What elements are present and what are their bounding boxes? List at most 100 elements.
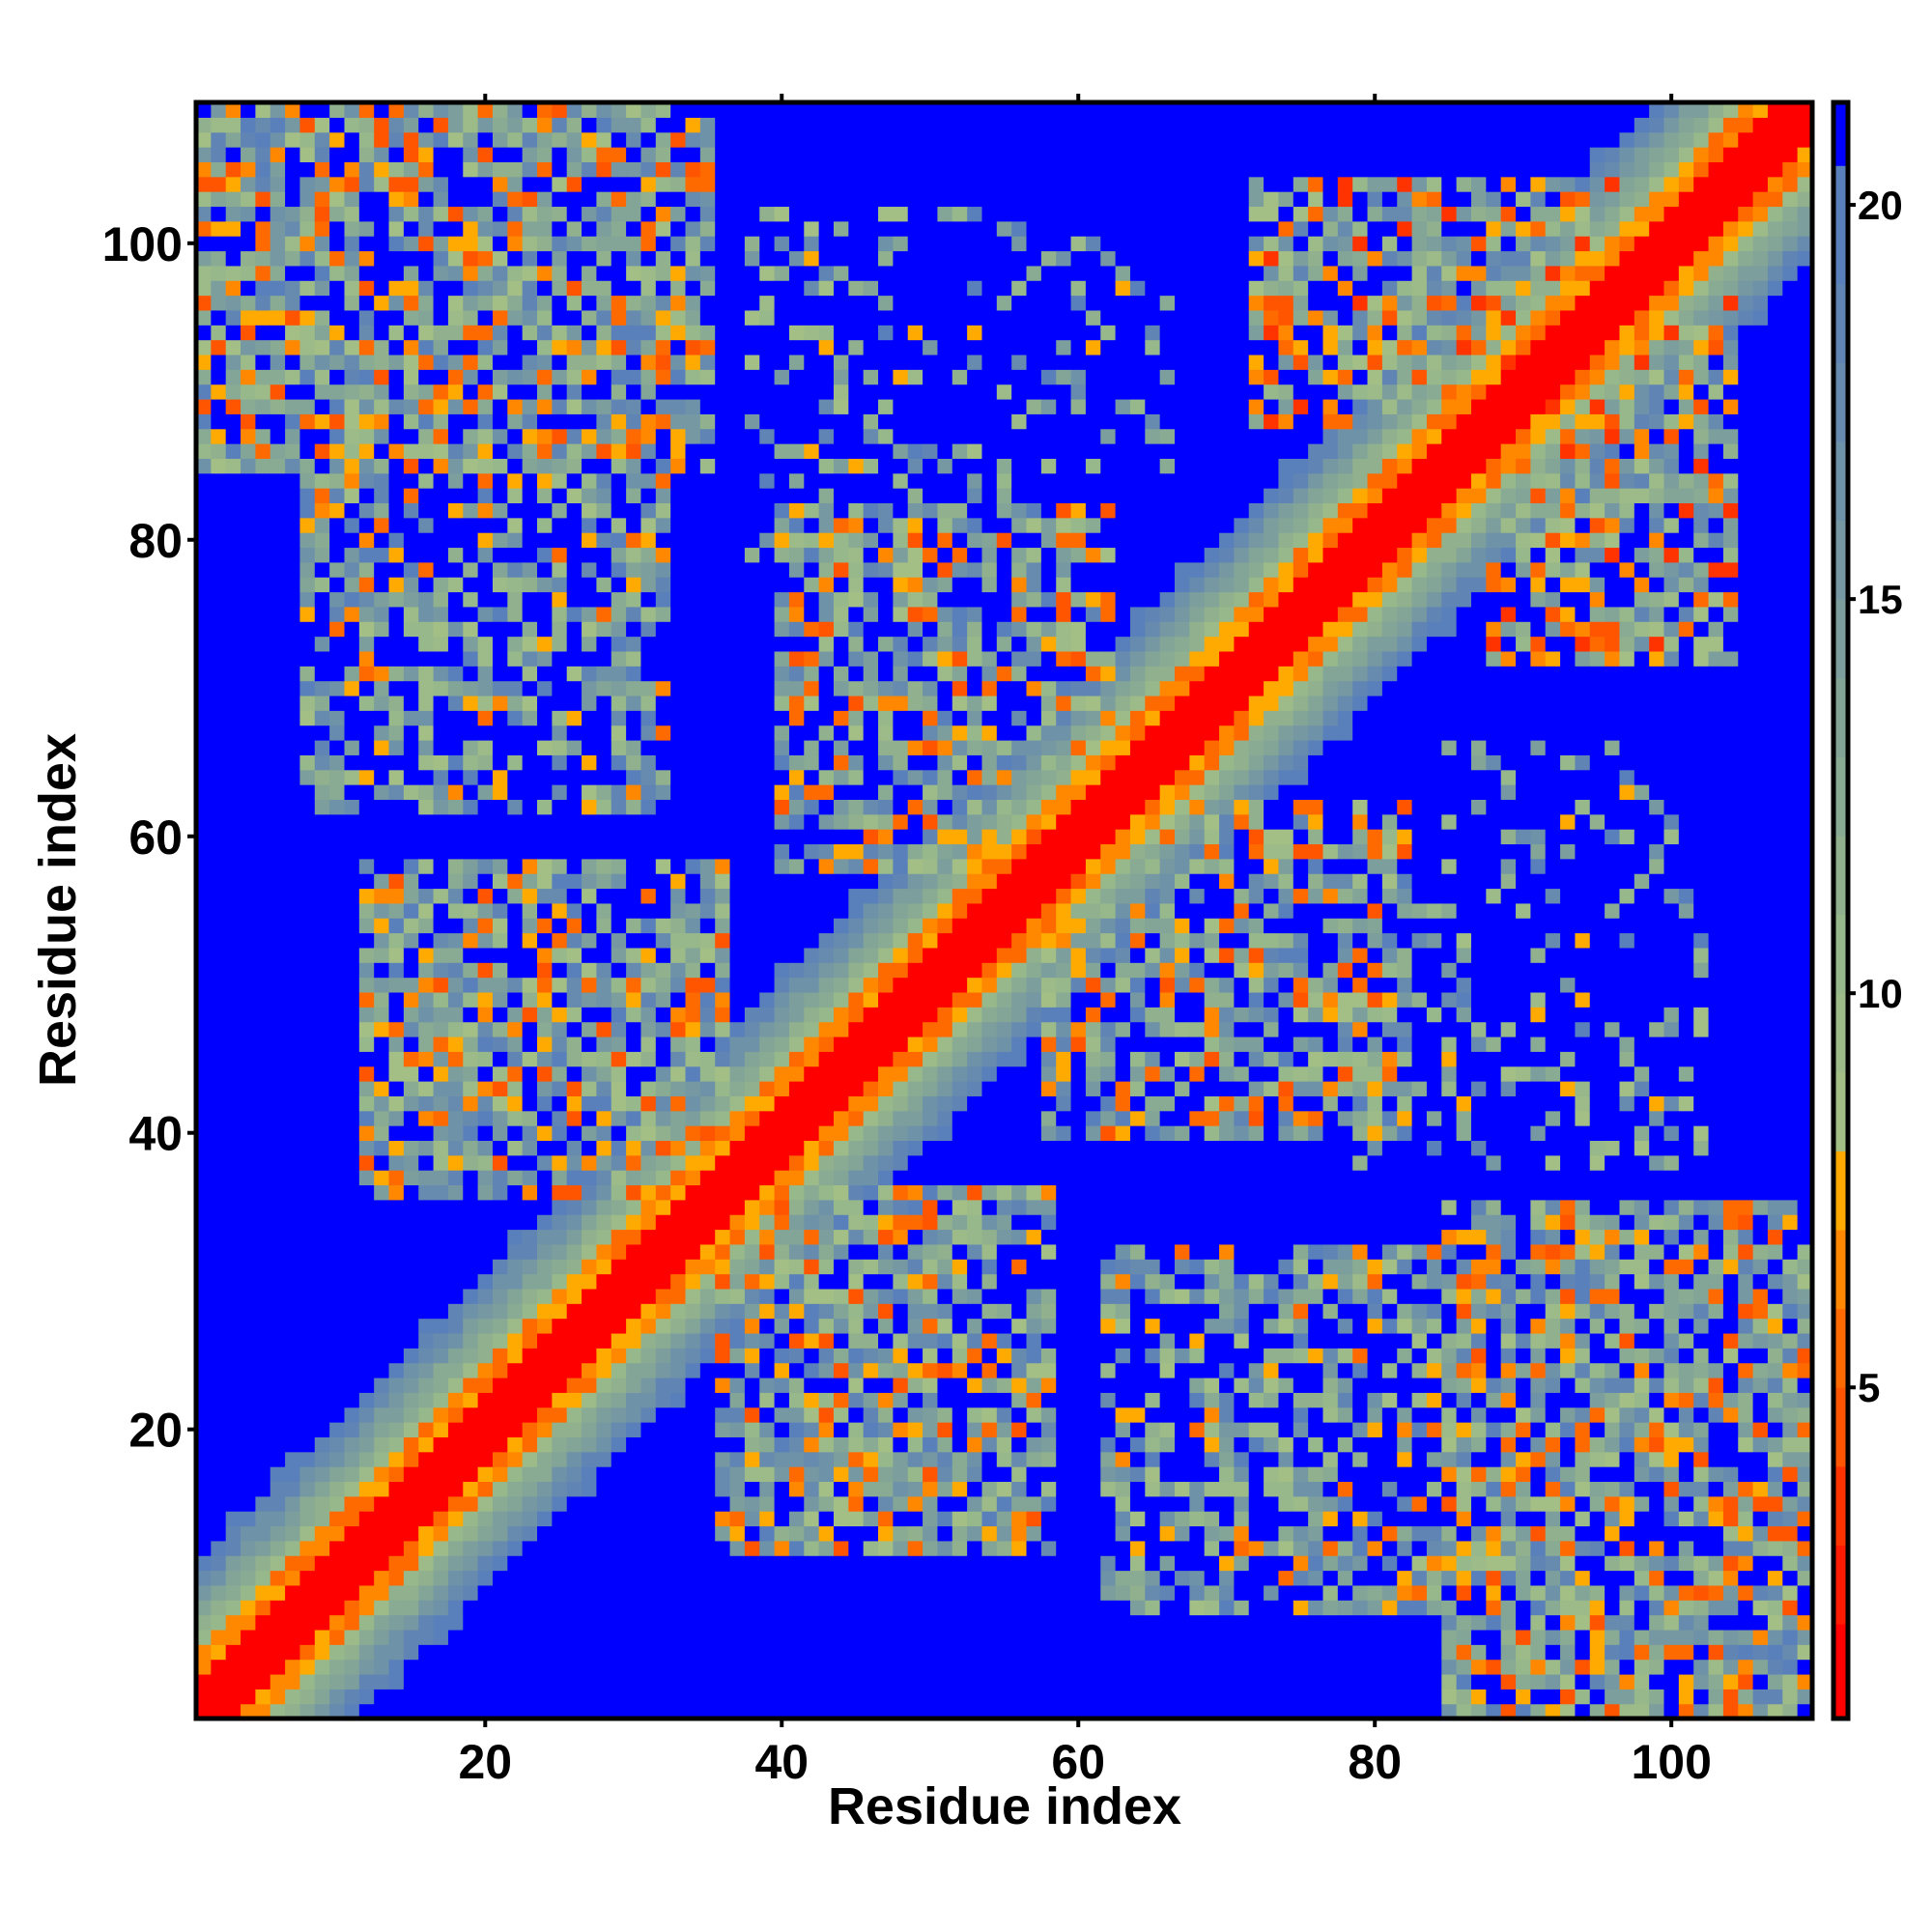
heatmap-cell [447, 1466, 464, 1483]
heatmap-cell [699, 1451, 716, 1467]
heatmap-cell [788, 1288, 805, 1304]
heatmap-cell [374, 1273, 390, 1290]
heatmap-cell [374, 1170, 390, 1186]
heatmap-cell [566, 1348, 582, 1364]
heatmap-cell [788, 309, 805, 326]
heatmap-cell [225, 547, 242, 563]
heatmap-cell [299, 1051, 316, 1067]
heatmap-cell [715, 621, 731, 638]
heatmap-cell [225, 991, 242, 1008]
heatmap-cell [329, 977, 346, 993]
heatmap-cell [270, 769, 286, 785]
heatmap-cell [848, 443, 865, 459]
heatmap-cell [552, 902, 568, 919]
heatmap-cell [358, 591, 375, 608]
heatmap-cell [685, 458, 701, 474]
heatmap-cell [285, 873, 301, 890]
heatmap-cell [863, 769, 879, 785]
heatmap-cell [329, 1689, 346, 1705]
heatmap-cell [699, 918, 716, 934]
heatmap-cell [255, 1184, 271, 1201]
heatmap-cell [566, 354, 582, 370]
heatmap-cell [670, 1511, 687, 1527]
heatmap-cell [640, 1689, 657, 1705]
heatmap-cell [582, 547, 598, 563]
heatmap-cell [418, 339, 435, 355]
heatmap-cell [848, 1600, 865, 1616]
heatmap-cell [582, 695, 598, 711]
heatmap-cell [522, 1184, 538, 1201]
heatmap-cell [566, 1184, 582, 1201]
heatmap-cell [774, 1511, 790, 1527]
heatmap-cell [463, 1273, 479, 1290]
heatmap-cell [344, 117, 360, 133]
heatmap-cell [477, 1288, 494, 1304]
heatmap-cell [774, 325, 790, 341]
heatmap-cell [388, 1199, 405, 1215]
heatmap-cell [211, 250, 227, 267]
heatmap-cell [463, 280, 479, 297]
heatmap-cell [670, 695, 687, 711]
heatmap-cell [522, 161, 538, 178]
heatmap-cell [463, 161, 479, 178]
heatmap-cell [774, 829, 790, 845]
heatmap-cell [774, 577, 790, 593]
heatmap-cell [566, 280, 582, 297]
heatmap-cell [670, 1051, 687, 1067]
heatmap-cell [196, 754, 212, 771]
heatmap-cell [582, 784, 598, 800]
heatmap-cell [596, 784, 612, 800]
heatmap-cell [492, 1673, 508, 1690]
heatmap-cell [774, 977, 790, 993]
heatmap-cell [477, 191, 494, 208]
heatmap-cell [744, 1555, 760, 1572]
heatmap-cell [804, 265, 820, 281]
heatmap-cell [537, 695, 553, 711]
heatmap-cell [418, 295, 435, 311]
heatmap-cell [788, 1199, 805, 1215]
heatmap-cell [774, 354, 790, 370]
heatmap-cell [699, 947, 716, 963]
heatmap-cell [611, 250, 627, 267]
heatmap-cell [729, 502, 746, 519]
heatmap-cell [433, 1525, 449, 1542]
heatmap-cell [492, 1184, 508, 1201]
heatmap-cell [299, 443, 316, 459]
heatmap-cell [596, 754, 612, 771]
heatmap-cell [492, 947, 508, 963]
heatmap-cell [418, 517, 435, 533]
heatmap-cell [477, 1600, 494, 1616]
heatmap-cell [640, 1199, 657, 1215]
heatmap-cell [818, 680, 835, 696]
heatmap-cell [344, 1570, 360, 1586]
heatmap-cell [670, 1184, 687, 1201]
heatmap-cell [596, 1184, 612, 1201]
heatmap-cell [833, 1154, 849, 1171]
heatmap-cell [285, 621, 301, 638]
heatmap-cell [477, 532, 494, 549]
heatmap-cell [314, 1199, 330, 1215]
heatmap-cell [611, 991, 627, 1008]
heatmap-cell [358, 799, 375, 815]
heatmap-cell [329, 1525, 346, 1542]
heatmap-cell [863, 1451, 879, 1467]
heatmap-cell [358, 769, 375, 785]
heatmap-cell [788, 577, 805, 593]
heatmap-cell [463, 472, 479, 489]
heatmap-cell [744, 1406, 760, 1423]
heatmap-cell [715, 1259, 731, 1275]
heatmap-cell [640, 147, 657, 162]
heatmap-cell [403, 977, 419, 993]
heatmap-cell [848, 280, 865, 297]
heatmap-cell [374, 1481, 390, 1497]
heatmap-cell [522, 695, 538, 711]
heatmap-cell [804, 1377, 820, 1393]
heatmap-cell [225, 191, 242, 208]
heatmap-cell [225, 1673, 242, 1690]
heatmap-cell [418, 666, 435, 682]
heatmap-cell [285, 636, 301, 652]
heatmap-cell [344, 769, 360, 785]
heatmap-cell [566, 517, 582, 533]
heatmap-cell [225, 206, 242, 222]
heatmap-cell [374, 991, 390, 1008]
